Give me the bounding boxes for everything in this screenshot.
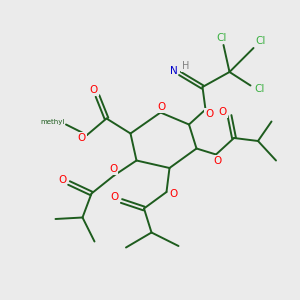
Text: O: O bbox=[58, 175, 67, 185]
Text: Cl: Cl bbox=[255, 36, 265, 46]
Text: O: O bbox=[109, 164, 118, 174]
Text: O: O bbox=[77, 133, 86, 143]
Text: methyl: methyl bbox=[40, 119, 65, 125]
Text: N: N bbox=[169, 66, 177, 76]
Text: H: H bbox=[182, 61, 189, 71]
Text: Cl: Cl bbox=[254, 84, 265, 94]
Text: O: O bbox=[158, 102, 166, 112]
Text: Cl: Cl bbox=[217, 33, 227, 43]
Text: O: O bbox=[111, 192, 119, 203]
Text: O: O bbox=[205, 109, 213, 119]
Text: O: O bbox=[169, 189, 177, 200]
Text: O: O bbox=[90, 85, 98, 95]
Text: O: O bbox=[219, 107, 227, 117]
Text: O: O bbox=[213, 156, 222, 166]
